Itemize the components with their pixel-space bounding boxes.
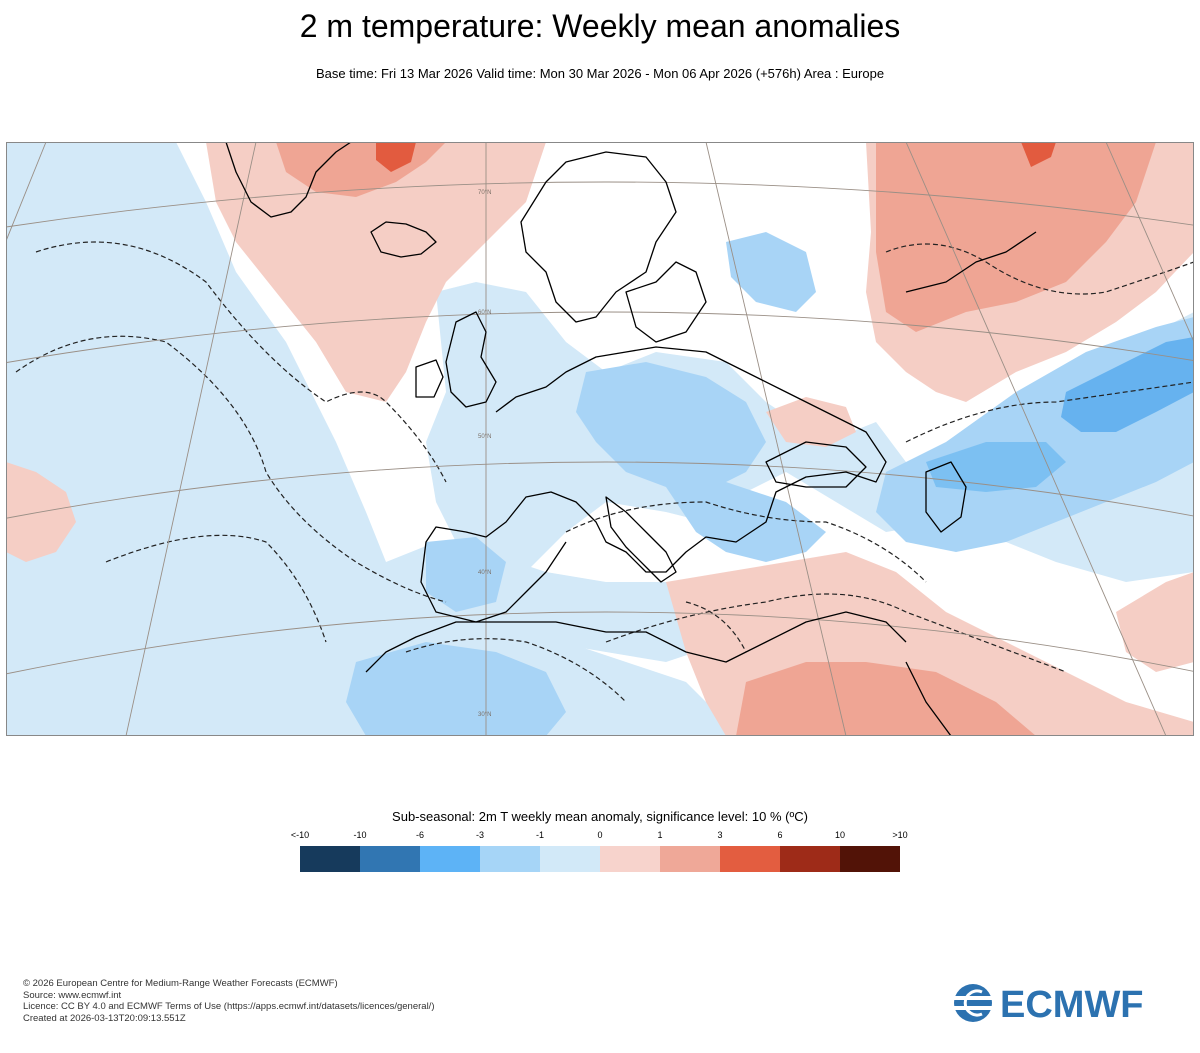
lat-label-60: 60°N bbox=[478, 310, 491, 316]
latitude-labels: 70°N 60°N 50°N 40°N 30°N bbox=[478, 190, 491, 718]
legend-swatch-6 bbox=[660, 846, 720, 872]
north-africa-coast bbox=[365, 611, 907, 673]
ireland-coast bbox=[415, 359, 444, 398]
lat-label-30: 30°N bbox=[478, 712, 491, 718]
caspian-cold-core bbox=[1061, 337, 1194, 432]
coastlines bbox=[225, 142, 1037, 736]
graticule bbox=[6, 142, 1194, 736]
greenland-coast bbox=[225, 142, 352, 218]
anomaly-map: 70°N 60°N 50°N 40°N 30°N bbox=[6, 142, 1194, 736]
footer-credits: © 2026 European Centre for Medium-Range … bbox=[23, 978, 435, 1024]
british-isles-coast bbox=[445, 311, 497, 408]
baltic-coast bbox=[625, 261, 707, 343]
lat-label-50: 50°N bbox=[478, 434, 491, 440]
color-legend: <-10 -10 -6 -3 -1 0 1 3 6 10 >10 bbox=[291, 830, 908, 874]
legend-tick: 10 bbox=[834, 830, 846, 840]
iceland-coast bbox=[370, 221, 437, 258]
legend-swatch-1 bbox=[360, 846, 420, 872]
lat-label-40: 40°N bbox=[478, 570, 491, 576]
footer-source: Source: www.ecmwf.int bbox=[23, 989, 122, 1001]
legend-swatch-0 bbox=[300, 846, 360, 872]
scandinavia-cold-core bbox=[726, 232, 816, 312]
russia-river bbox=[905, 231, 1037, 293]
ecmwf-logo-icon bbox=[952, 984, 994, 1022]
legend-tick: -1 bbox=[535, 830, 545, 840]
iceland-warm-region bbox=[206, 142, 546, 402]
ural-warm-spot bbox=[1021, 142, 1056, 167]
black-sea-coast bbox=[765, 441, 867, 488]
legend-title: Sub-seasonal: 2m T weekly mean anomaly, … bbox=[392, 809, 808, 824]
footer-licence: Licence: CC BY 4.0 and ECMWF Terms of Us… bbox=[23, 1001, 435, 1012]
arabia-warm-region bbox=[1116, 572, 1194, 672]
legend-color-bar bbox=[300, 846, 900, 872]
footer-created: Created at 2026-03-13T20:09:13.551Z bbox=[23, 1012, 186, 1024]
central-europe-cold-core bbox=[576, 362, 766, 492]
italy-coast bbox=[605, 496, 677, 583]
turkey-warm-region bbox=[766, 397, 856, 447]
legend-swatch-2 bbox=[420, 846, 480, 872]
greenland-cold-region bbox=[6, 142, 156, 272]
legend-tick: -3 bbox=[475, 830, 485, 840]
legend-tick: <-10 bbox=[290, 830, 310, 840]
legend-swatch-5 bbox=[600, 846, 660, 872]
significance-contours bbox=[15, 241, 1194, 703]
legend-swatch-8 bbox=[780, 846, 840, 872]
legend-swatch-7 bbox=[720, 846, 780, 872]
legend-tick: -10 bbox=[353, 830, 367, 840]
iceland-warm-spot bbox=[376, 142, 416, 172]
lat-label-70: 70°N bbox=[478, 190, 491, 196]
footer-copyright: © 2026 European Centre for Medium-Range … bbox=[23, 978, 338, 989]
europe-mainland-coast bbox=[420, 346, 887, 623]
legend-tick: 1 bbox=[657, 830, 663, 840]
legend-tick: 3 bbox=[717, 830, 723, 840]
legend-swatch-3 bbox=[480, 846, 540, 872]
red-sea-coast bbox=[905, 661, 952, 736]
morocco-cold-core bbox=[346, 642, 566, 736]
caspian-coast bbox=[925, 461, 967, 533]
ecmwf-logo: ECMWF bbox=[952, 984, 1144, 1024]
legend-swatch-4 bbox=[540, 846, 600, 872]
scandinavia-coast bbox=[520, 151, 677, 323]
legend-tick: -6 bbox=[415, 830, 425, 840]
legend-tick: 0 bbox=[597, 830, 603, 840]
map-frame bbox=[6, 142, 1194, 736]
legend-tick: 6 bbox=[777, 830, 783, 840]
page-subtitle: Base time: Fri 13 Mar 2026 Valid time: M… bbox=[315, 66, 885, 81]
western-russia-warm-core bbox=[876, 142, 1156, 332]
legend-tick: >10 bbox=[892, 830, 908, 840]
legend-swatch-9 bbox=[840, 846, 900, 872]
sahara-warm-core bbox=[736, 662, 1036, 736]
ecmwf-logo-text: ECMWF bbox=[1000, 984, 1144, 1024]
page-title: 2 m temperature: Weekly mean anomalies bbox=[299, 8, 901, 44]
